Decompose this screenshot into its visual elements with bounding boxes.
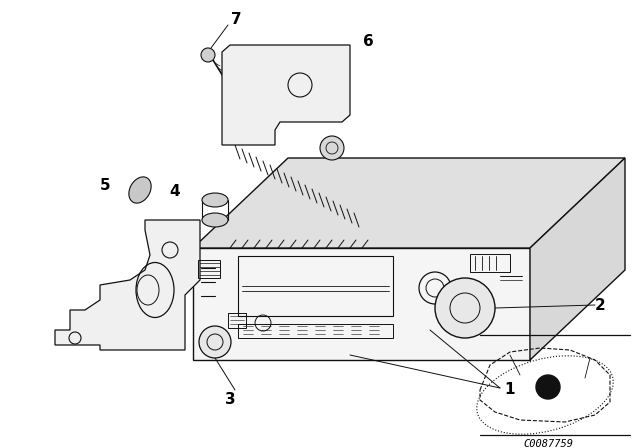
Ellipse shape [129,177,151,203]
Circle shape [199,326,231,358]
Text: 1: 1 [505,383,515,397]
Text: 5: 5 [100,177,110,193]
Text: 4: 4 [170,185,180,199]
Circle shape [536,375,560,399]
Bar [470,254,510,272]
Polygon shape [530,158,625,360]
Text: 6: 6 [363,34,373,49]
Ellipse shape [202,213,228,227]
Polygon shape [193,248,530,360]
Polygon shape [55,220,200,350]
Polygon shape [222,45,350,145]
Text: 3: 3 [225,392,236,408]
Circle shape [320,136,344,160]
Circle shape [201,48,215,62]
Ellipse shape [202,193,228,207]
Circle shape [435,278,495,338]
Text: 2: 2 [595,297,605,313]
Text: 7: 7 [230,13,241,27]
Polygon shape [193,158,625,248]
Text: C0087759: C0087759 [523,439,573,448]
